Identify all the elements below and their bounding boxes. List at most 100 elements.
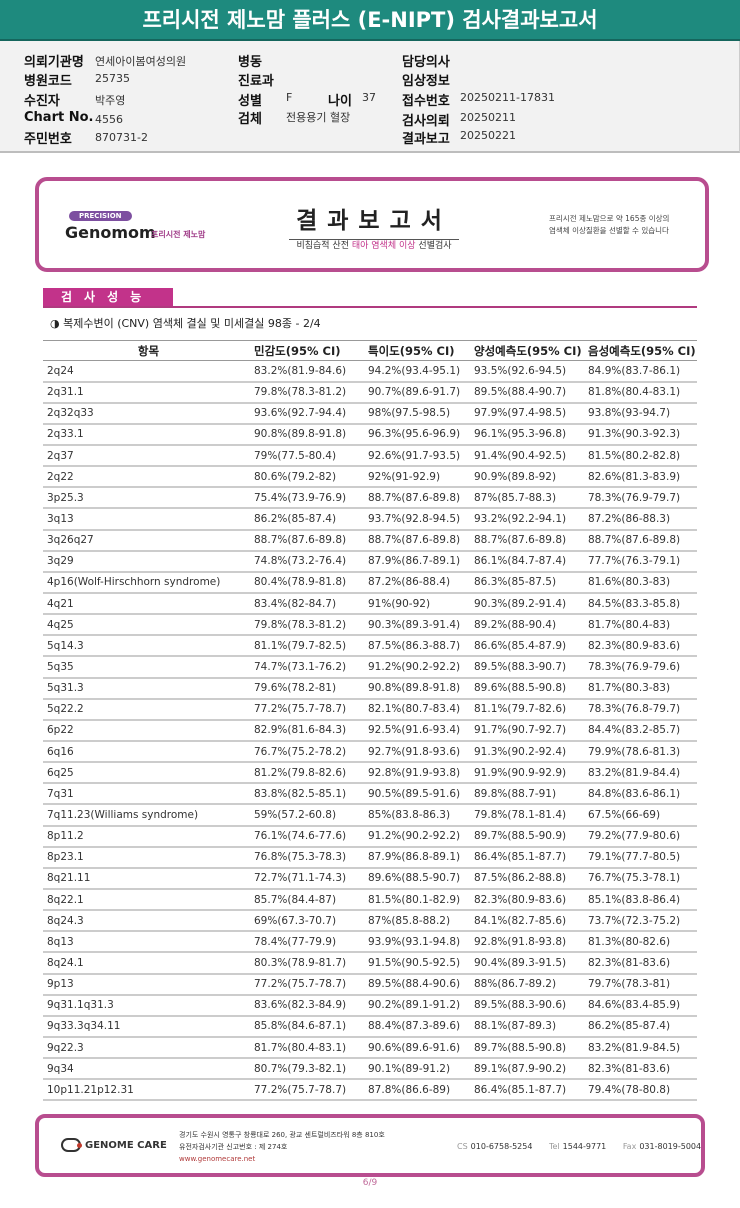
section-subtitle: ◑ 복제수변이 (CNV) 염색체 결실 및 미세결실 98종 - 2/4 bbox=[50, 317, 321, 330]
sex-label: 성별 bbox=[238, 94, 262, 109]
specimen-label: 검체 bbox=[238, 112, 262, 127]
report-header-box: PRECISION Genomom 프리시전 제노맘 결과보고서 비침습적 산전… bbox=[35, 177, 709, 272]
cell-sensitivity: 81.7%(80.4-83.1) bbox=[254, 1037, 368, 1060]
clinical-label: 임상정보 bbox=[402, 74, 450, 89]
table-header-row: 항목 민감도(95% CI) 특이도(95% CI) 양성예측도(95% CI)… bbox=[43, 340, 697, 361]
ward-label: 병동 bbox=[238, 55, 262, 70]
cell-sensitivity: 76.8%(75.3-78.3) bbox=[254, 846, 368, 869]
cell-npv: 79.4%(78-80.8) bbox=[588, 1079, 697, 1102]
cell-ppv: 91.9%(90.9-92.9) bbox=[474, 762, 588, 785]
cell-ppv: 90.3%(89.2-91.4) bbox=[474, 593, 588, 616]
institution-label: 의뢰기관명 bbox=[24, 55, 84, 70]
cell-npv: 79.7%(78.3-81) bbox=[588, 973, 697, 996]
cell-npv: 87.2%(86-88.3) bbox=[588, 508, 697, 531]
cell-npv: 84.5%(83.3-85.8) bbox=[588, 593, 697, 616]
cell-sensitivity: 76.1%(74.6-77.6) bbox=[254, 825, 368, 848]
header-specificity: 특이도(95% CI) bbox=[368, 340, 474, 361]
table-row: 8q13 78.4%(77-79.9) 93.9%(93.1-94.8) 92.8%(… bbox=[43, 931, 697, 954]
table-row: 7q11.23(Williams syndrome) 59%(57.2-60.8)… bbox=[43, 804, 697, 827]
cell-specificity: 87.5%(86.3-88.7) bbox=[368, 635, 474, 658]
patient-info-panel: 의뢰기관명 연세아이봄여성의원 병원코드 25735 수진자 박주영 Chart… bbox=[0, 41, 740, 153]
table-row: 4q25 79.8%(78.3-81.2) 90.3%(89.3-91.4) 89.2… bbox=[43, 614, 697, 637]
page-number: 6/9 bbox=[362, 1178, 378, 1188]
cell-sensitivity: 82.9%(81.6-84.3) bbox=[254, 719, 368, 743]
footer-contacts: CS 010-6758-5254 Tel 1544-9771 Fax 031-8019… bbox=[457, 1142, 701, 1151]
cell-ppv: 90.4%(89.3-91.5) bbox=[474, 952, 588, 975]
table-row: 9q31.1q31.3 83.6%(82.3-84.9) 90.2%(89.1-91… bbox=[43, 994, 697, 1017]
cell-ppv: 96.1%(95.3-96.8) bbox=[474, 423, 588, 447]
receipt-no-value: 20250211-17831 bbox=[460, 91, 555, 104]
cell-ppv: 91.3%(90.2-92.4) bbox=[474, 741, 588, 764]
cell-specificity: 92.8%(91.9-93.8) bbox=[368, 762, 474, 785]
performance-table: 항목 민감도(95% CI) 특이도(95% CI) 양성예측도(95% CI)… bbox=[43, 340, 697, 1102]
cell-ppv: 89.1%(87.9-90.2) bbox=[474, 1058, 588, 1081]
cell-ppv: 93.2%(92.2-94.1) bbox=[474, 508, 588, 531]
patient-label: 수진자 bbox=[24, 94, 60, 109]
cell-ppv: 84.1%(82.7-85.6) bbox=[474, 910, 588, 933]
table-row: 8q22.1 85.7%(84.4-87) 81.5%(80.1-82.9) 82.3… bbox=[43, 889, 697, 912]
cell-npv: 81.7%(80.3-83) bbox=[588, 677, 697, 700]
cell-specificity: 93.9%(93.1-94.8) bbox=[368, 931, 474, 954]
cell-ppv: 88%(86.7-89.2) bbox=[474, 973, 588, 996]
cell-ppv: 81.1%(79.7-82.6) bbox=[474, 698, 588, 721]
cell-npv: 73.7%(72.3-75.2) bbox=[588, 910, 697, 933]
cell-ppv: 89.6%(88.5-90.8) bbox=[474, 677, 588, 700]
cell-item: 5q31.3 bbox=[43, 677, 254, 700]
table-row: 3q26q27 88.7%(87.6-89.8) 88.7%(87.6-89.8) 8… bbox=[43, 529, 697, 552]
cell-item: 2q32q33 bbox=[43, 402, 254, 425]
cell-sensitivity: 79.6%(78.2-81) bbox=[254, 677, 368, 700]
cell-npv: 83.2%(81.9-84.5) bbox=[588, 1037, 697, 1060]
cell-specificity: 98%(97.5-98.5) bbox=[368, 402, 474, 425]
precision-badge: PRECISION bbox=[69, 211, 132, 221]
table-row: 2q37 79%(77.5-80.4) 92.6%(91.7-93.5) 91.4%(… bbox=[43, 445, 697, 468]
cell-item: 8q24.1 bbox=[43, 952, 254, 975]
cell-specificity: 90.6%(89.6-91.6) bbox=[368, 1037, 474, 1060]
header-item: 항목 bbox=[43, 340, 254, 361]
cell-item: 7q11.23(Williams syndrome) bbox=[43, 804, 254, 827]
table-row: 5q14.3 81.1%(79.7-82.5) 87.5%(86.3-88.7) 86… bbox=[43, 635, 697, 658]
cell-specificity: 90.3%(89.3-91.4) bbox=[368, 614, 474, 637]
cell-item: 5q14.3 bbox=[43, 635, 254, 658]
cell-sensitivity: 83.2%(81.9-84.6) bbox=[254, 360, 368, 383]
cell-specificity: 88.7%(87.6-89.8) bbox=[368, 487, 474, 510]
genomom-logo: Genomom bbox=[65, 223, 156, 242]
cell-specificity: 92.6%(91.7-93.5) bbox=[368, 445, 474, 468]
report-title: 결과보고서 bbox=[289, 201, 459, 240]
age-value: 37 bbox=[362, 91, 376, 104]
table-row: 3p25.3 75.4%(73.9-76.9) 88.7%(87.6-89.8) 87… bbox=[43, 487, 697, 510]
report-date-value: 20250221 bbox=[460, 129, 516, 142]
cell-specificity: 87.9%(86.7-89.1) bbox=[368, 550, 474, 573]
cell-ppv: 89.5%(88.3-90.7) bbox=[474, 656, 588, 679]
cell-specificity: 91%(90-92) bbox=[368, 593, 474, 616]
cell-item: 3q13 bbox=[43, 508, 254, 531]
resident-no-value: 870731-2 bbox=[95, 131, 148, 144]
cell-npv: 84.6%(83.4-85.9) bbox=[588, 994, 697, 1017]
table-row: 2q31.1 79.8%(78.3-81.2) 90.7%(89.6-91.7) 89… bbox=[43, 381, 697, 404]
cell-item: 9p13 bbox=[43, 973, 254, 996]
cell-ppv: 91.7%(90.7-92.7) bbox=[474, 719, 588, 743]
institution-value: 연세아이봄여성의원 bbox=[95, 55, 187, 68]
cell-ppv: 89.2%(88-90.4) bbox=[474, 614, 588, 637]
table-row: 9p13 77.2%(75.7-78.7) 89.5%(88.4-90.6) 88%(… bbox=[43, 973, 697, 996]
cell-item: 6p22 bbox=[43, 719, 254, 743]
cell-sensitivity: 78.4%(77-79.9) bbox=[254, 931, 368, 954]
hospital-code-label: 병원코드 bbox=[24, 74, 72, 89]
chart-no-value: 4556 bbox=[95, 113, 123, 126]
genome-care-icon bbox=[61, 1138, 82, 1152]
cell-item: 8q22.1 bbox=[43, 889, 254, 912]
cs-label: CS bbox=[457, 1142, 468, 1151]
table-row: 8p23.1 76.8%(75.3-78.3) 87.9%(86.8-89.1) 86… bbox=[43, 846, 697, 869]
genomom-logo-kr: 프리시전 제노맘 bbox=[151, 230, 206, 239]
cell-item: 2q33.1 bbox=[43, 423, 254, 447]
table-row: 4q21 83.4%(82-84.7) 91%(90-92) 90.3%(89.2-9… bbox=[43, 593, 697, 616]
website-link[interactable]: www.genomecare.net bbox=[179, 1155, 256, 1163]
cell-npv: 81.3%(80-82.6) bbox=[588, 931, 697, 954]
section-tab: 검사성능 bbox=[43, 288, 173, 307]
cell-specificity: 81.5%(80.1-82.9) bbox=[368, 889, 474, 912]
cell-item: 9q31.1q31.3 bbox=[43, 994, 254, 1017]
cell-specificity: 91.5%(90.5-92.5) bbox=[368, 952, 474, 975]
cell-npv: 77.7%(76.3-79.1) bbox=[588, 550, 697, 573]
resident-no-label: 주민번호 bbox=[24, 132, 72, 147]
cell-item: 2q37 bbox=[43, 445, 254, 468]
cell-item: 8q21.11 bbox=[43, 867, 254, 891]
